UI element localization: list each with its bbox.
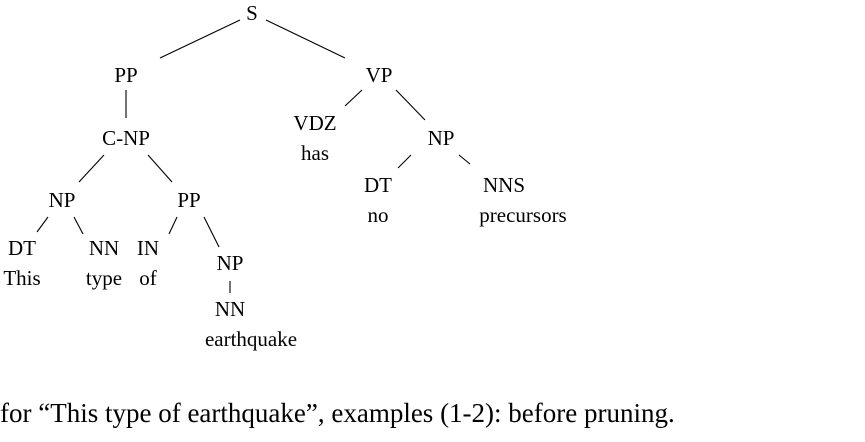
node-s: S	[246, 1, 258, 25]
node-dt-object: DT	[364, 173, 392, 197]
edge-cnp-np	[78, 154, 105, 183]
word-no: no	[368, 203, 389, 227]
node-nn-type: NN	[89, 236, 119, 260]
edge-np-nns	[458, 154, 471, 165]
word-has: has	[301, 141, 329, 165]
edge-npl-dt	[36, 216, 49, 233]
edge-cnp-pp	[147, 154, 173, 183]
node-pp-root: PP	[114, 63, 137, 87]
node-dt-this: DT	[8, 236, 36, 260]
edge-vp-np	[395, 89, 426, 121]
word-type: type	[86, 266, 122, 290]
node-pp-inner: PP	[177, 188, 200, 212]
figure-caption: for “This type of earthquake”, examples …	[0, 398, 675, 428]
edge-np-dt	[397, 154, 412, 169]
node-c-np: C-NP	[102, 126, 150, 150]
node-in: IN	[137, 236, 159, 260]
edge-s-pp	[159, 19, 241, 59]
edge-ppi-np	[203, 216, 220, 248]
edge-ppi-in	[168, 216, 178, 235]
node-vdz: VDZ	[293, 111, 336, 135]
node-np-left: NP	[49, 188, 76, 212]
edge-npl-nn	[73, 216, 84, 235]
word-of: of	[139, 266, 157, 290]
word-earthquake: earthquake	[205, 327, 297, 351]
node-np-object: NP	[428, 126, 455, 150]
node-vp: VP	[366, 63, 393, 87]
tree-nodes: S PP VP C-NP VDZ has NP NP PP DT no NNS …	[3, 1, 566, 351]
node-np-inner: NP	[217, 251, 244, 275]
word-this: This	[3, 266, 40, 290]
tree-edges	[36, 19, 471, 293]
edge-s-vp	[265, 19, 346, 59]
node-nns: NNS	[483, 173, 525, 197]
edge-vp-vdz	[344, 89, 363, 107]
word-precursors: precursors	[479, 203, 566, 227]
node-nn-earthquake: NN	[215, 297, 245, 321]
